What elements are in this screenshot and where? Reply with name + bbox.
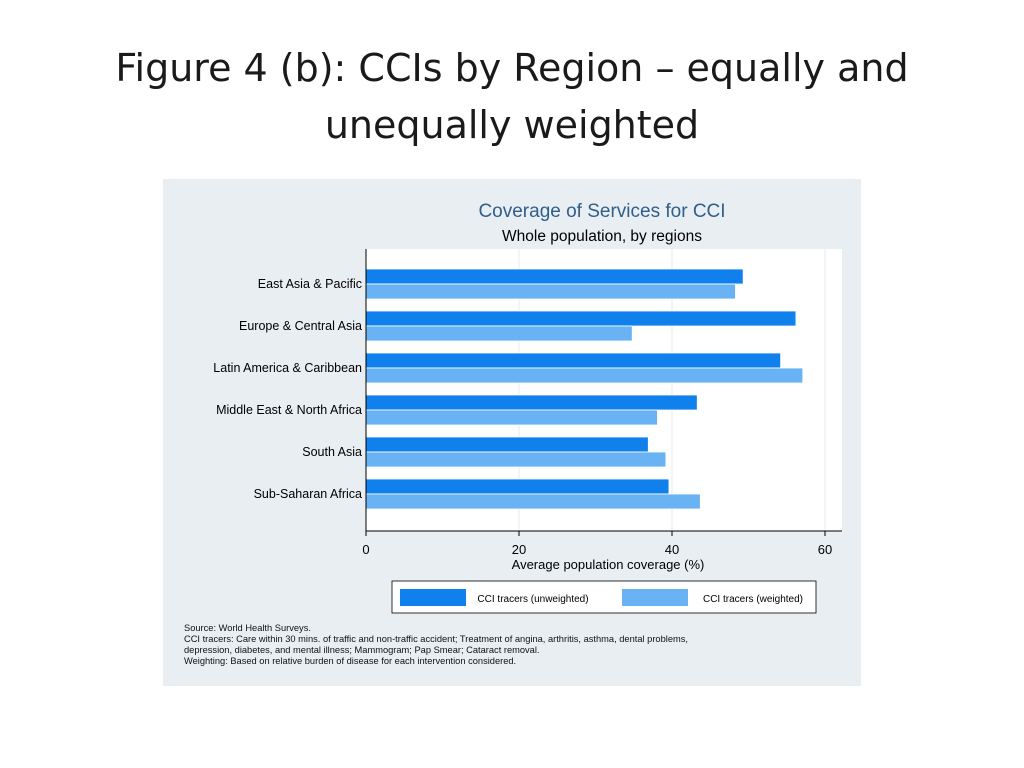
bar-weighted-0	[365, 283, 736, 300]
figure-panel: Coverage of Services for CCI Whole popul…	[163, 179, 861, 686]
legend-label-unweighted: CCI tracers (unweighted)	[477, 594, 588, 605]
bar-unweighted-0	[365, 268, 744, 285]
legend-swatch-weighted	[622, 589, 688, 606]
x-tick-label-60: 60	[818, 542, 832, 557]
bar-unweighted-3	[365, 394, 698, 411]
bar-weighted-1	[365, 325, 633, 342]
chart-subtitle: Whole population, by regions	[502, 228, 702, 245]
x-axis-title: Average population coverage (%)	[512, 557, 705, 572]
x-tick-label-20: 20	[512, 542, 526, 557]
slide-title-line-2: unequally weighted	[324, 103, 700, 147]
category-label-3: Middle East & North Africa	[216, 403, 362, 417]
bar-weighted-3	[365, 409, 658, 426]
category-labels: East Asia & Pacific Europe & Central Asia…	[213, 277, 362, 501]
category-label-2: Latin America & Caribbean	[213, 361, 362, 375]
slide-title-line-1: Figure 4 (b): CCIs by Region – equally a…	[115, 46, 909, 90]
bar-weighted-5	[365, 493, 701, 510]
legend: CCI tracers (unweighted) CCI tracers (wei…	[391, 580, 817, 614]
bar-unweighted-4	[365, 436, 649, 453]
source-notes: Source: World Health Surveys. CCI tracer…	[184, 623, 844, 667]
category-label-4: South Asia	[302, 445, 362, 459]
note-tracers-1: CCI tracers: Care within 30 mins. of tra…	[184, 634, 688, 644]
bar-unweighted-2	[365, 352, 782, 369]
axes: 0 20 40 60	[362, 249, 842, 557]
legend-label-weighted: CCI tracers (weighted)	[703, 594, 803, 605]
bar-weighted-2	[365, 367, 804, 384]
bar-chart: Coverage of Services for CCI Whole popul…	[213, 201, 842, 614]
slide-title: Figure 4 (b): CCIs by Region – equally a…	[0, 40, 1024, 154]
x-tick-label-0: 0	[362, 542, 369, 557]
category-label-1: Europe & Central Asia	[239, 319, 362, 333]
category-label-0: East Asia & Pacific	[258, 277, 362, 291]
x-tick-label-40: 40	[665, 542, 679, 557]
chart-title: Coverage of Services for CCI	[478, 201, 725, 222]
note-tracers-2: depression, diabetes, and mental illness…	[184, 645, 540, 655]
bar-unweighted-5	[365, 478, 670, 495]
bar-weighted-4	[365, 451, 667, 468]
category-label-5: Sub-Saharan Africa	[254, 487, 362, 501]
note-weighting: Weighting: Based on relative burden of d…	[184, 656, 517, 666]
legend-swatch-unweighted	[400, 589, 466, 606]
bar-unweighted-1	[365, 310, 797, 327]
note-source: Source: World Health Surveys.	[184, 623, 311, 633]
